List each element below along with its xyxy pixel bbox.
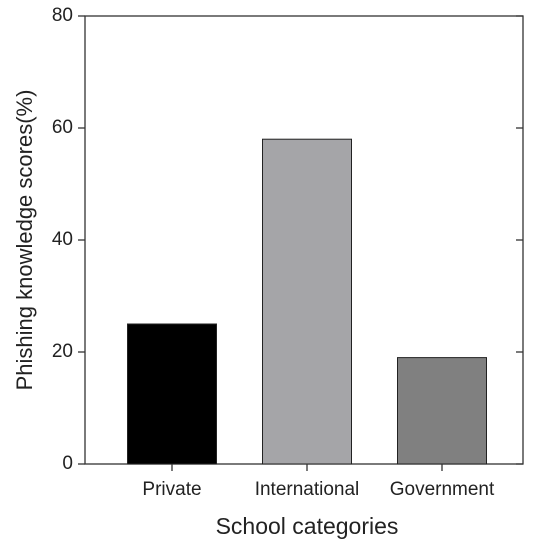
x-tick-label: Government (390, 479, 495, 500)
y-tick-label: 80 (52, 5, 73, 26)
x-axis-label: School categories (216, 513, 399, 539)
bar (397, 357, 487, 465)
y-tick-label: 0 (62, 453, 73, 474)
bar (262, 138, 352, 465)
y-tick-label: 20 (52, 341, 73, 362)
y-tick-label: 40 (52, 229, 73, 250)
bar (127, 323, 217, 465)
y-axis-label: Phishing knowledge scores(%) (12, 90, 37, 391)
y-tick-label: 60 (52, 117, 73, 138)
x-tick-label: International (255, 479, 360, 500)
x-tick-label: Private (142, 479, 201, 500)
